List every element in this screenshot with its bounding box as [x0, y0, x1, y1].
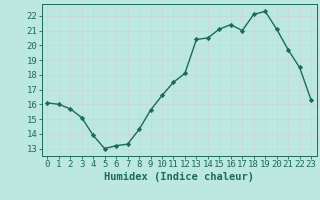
X-axis label: Humidex (Indice chaleur): Humidex (Indice chaleur): [104, 172, 254, 182]
